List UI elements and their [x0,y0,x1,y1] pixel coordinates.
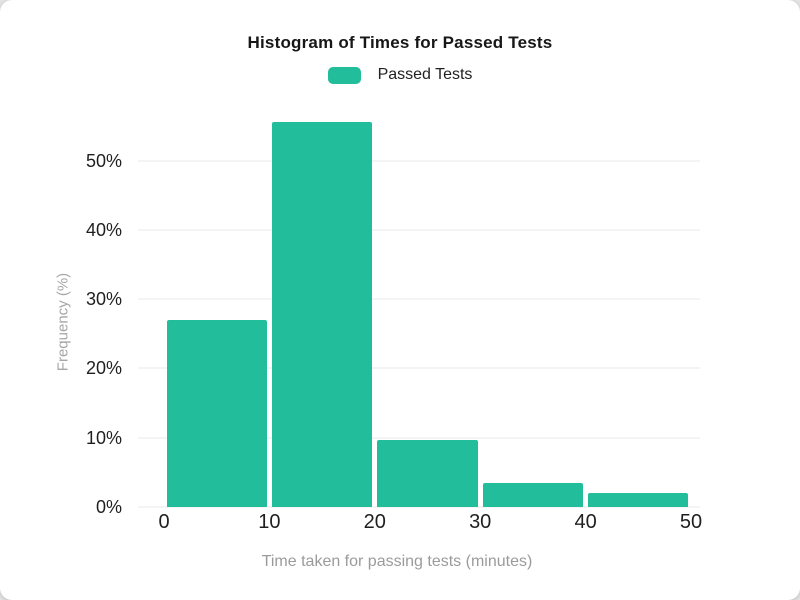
gridline-40pct [138,228,700,231]
y-tick-label-20: 20% [85,358,122,379]
x-tick-label-30: 30 [469,511,492,533]
histogram-bar-20-30 [377,439,478,507]
histogram-bar-30-40 [482,482,584,507]
gridline-0pct [138,506,700,508]
y-tick-label-40: 40% [85,219,122,240]
y-axis-tick-labels: 0% 10% 20% 30% 40% 50% [0,108,122,518]
y-tick-label-30: 30% [85,289,122,310]
x-axis-tick-labels: 0 10 20 30 40 50 [0,511,800,539]
gridline-30pct [138,298,700,301]
x-tick-label-0: 0 [158,511,170,533]
x-axis-title: Time taken for passing tests (minutes) [261,553,533,570]
chart-title: Histogram of Times for Passed Tests [247,33,553,52]
y-tick-label-50: 50% [85,150,122,171]
legend-label: Passed Tests [377,66,473,83]
histogram-bar-0-10 [166,319,267,507]
x-tick-label-20: 20 [363,511,386,533]
legend-swatch-icon [327,66,361,84]
gridline-20pct [138,367,700,370]
y-tick-label-10: 10% [85,427,122,448]
x-tick-label-50: 50 [679,511,703,533]
x-tick-label-40: 40 [574,511,597,533]
x-tick-label-10: 10 [258,511,281,533]
histogram-bar-10-20 [271,122,373,507]
gridline-50pct [138,159,700,162]
legend-item[interactable]: Passed Tests [327,66,473,84]
legend: Passed Tests [0,66,800,84]
plot-area [138,108,700,508]
histogram-bar-40-50 [588,493,689,507]
gridline-10pct [138,436,700,439]
y-tick-label-0: 0% [95,497,122,517]
